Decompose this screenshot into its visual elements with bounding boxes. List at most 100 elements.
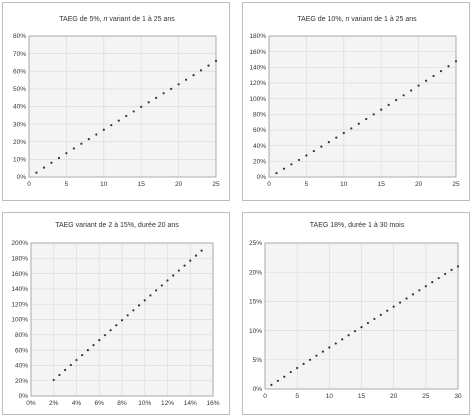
x-tick-label: 10% [138,400,151,407]
data-point [347,334,350,337]
data-point [177,269,180,272]
data-point [199,69,203,72]
plot-border [28,35,217,178]
data-point [454,60,458,63]
y-tick-label: 70% [13,51,26,58]
data-point [402,94,405,97]
data-point [98,339,101,342]
y-tick-label: 0% [257,174,267,181]
axes: 0% 20% 40% 60% 80% 100% 120% 140% 160% 180% 0 5 10 15… [249,33,460,188]
data-point [132,309,135,312]
x-tick-label: 0 [263,393,267,400]
data-point [289,370,292,374]
data-point [42,166,46,169]
chart-svg: TAEG variant de 2 à 15%, durée 20 ans 0%… [11,222,219,407]
x-tick-label: 10 [340,181,348,188]
data-point [372,113,375,116]
data-point [373,317,376,321]
data-point [411,293,415,296]
data-point [64,368,67,372]
data-point [52,378,55,382]
y-tick-label: 0% [17,174,27,181]
plot-area [268,35,457,178]
x-tick-label: 20 [390,393,398,400]
data-point [137,304,141,307]
y-tick-label: 80% [253,112,266,119]
data-points [52,249,203,382]
data-point [35,171,38,174]
chart-svg: TAEG 18%, durée 1 à 30 mois 0% 5% 10% 15% 20… [249,222,462,400]
data-point [341,338,344,341]
data-point [296,366,299,370]
axes: 0% 20% 40% 60% 80% 100% 120% 140% 160% 180% 200% 0%… [11,240,219,407]
x-tick-label: 10 [326,393,334,400]
gridlines [28,35,217,178]
data-point [424,285,427,288]
y-tick-label: 100% [249,96,266,103]
data-point [379,313,382,316]
y-tick-label: 180% [11,256,28,263]
x-tick-label: 5 [305,181,309,188]
data-points [275,60,458,175]
y-tick-label: 120% [11,301,28,308]
data-point [92,344,95,347]
data-point [183,264,186,267]
x-tick-label: 14% [184,400,197,407]
data-point [155,96,158,99]
y-tick-label: 0% [19,393,29,400]
data-point [386,309,389,312]
data-point [57,156,61,160]
y-tick-label: 80% [15,332,28,339]
data-point [117,119,120,122]
data-point [115,324,118,327]
x-tick-label: 15 [378,181,386,188]
data-point [353,330,357,333]
y-tick-label: 25% [249,240,262,247]
data-point [450,268,453,271]
data-point [342,131,345,135]
data-point [189,259,192,262]
data-point [365,117,368,121]
data-point [109,329,112,332]
y-tick-label: 40% [15,363,28,370]
x-tick-label: 0 [27,181,31,188]
y-tick-label: 80% [13,33,26,40]
y-tick-label: 100% [11,317,28,324]
data-point [177,83,180,86]
y-tick-label: 30% [13,121,26,128]
chart-title: TAEG 18%, durée 1 à 30 mois [310,222,405,229]
y-tick-label: 40% [13,104,26,111]
y-tick-label: 20% [253,159,266,166]
y-tick-label: 10% [249,328,262,335]
y-tick-label: 40% [253,143,266,150]
x-tick-label: 25 [452,181,460,188]
data-point [155,289,158,292]
x-tick-label: 5 [295,393,299,400]
data-points [270,265,460,387]
data-point [334,342,337,345]
data-point [132,110,135,113]
data-point [437,276,440,280]
data-point [72,147,75,150]
data-point [360,325,363,329]
y-tick-label: 180% [249,33,266,40]
y-tick-label: 15% [249,299,262,306]
data-point [275,171,278,175]
x-tick-label: 20 [175,181,183,188]
data-point [417,84,420,87]
data-point [297,158,301,162]
chart-svg: TAEG de 5%, n variant de 1 à 25 ans 0% 10… [13,16,220,188]
x-tick-label: 15 [138,181,146,188]
y-tick-label: 60% [253,127,266,134]
x-tick-label: 6% [95,400,105,407]
data-point [95,133,98,136]
x-tick-label: 2% [49,400,59,407]
data-point [424,79,428,82]
data-point [65,152,68,155]
y-tick-label: 60% [13,68,26,75]
y-tick-label: 10% [13,157,26,164]
data-point [320,145,323,148]
data-point [392,305,395,308]
data-point [305,154,308,157]
x-tick-label: 16% [206,400,219,407]
